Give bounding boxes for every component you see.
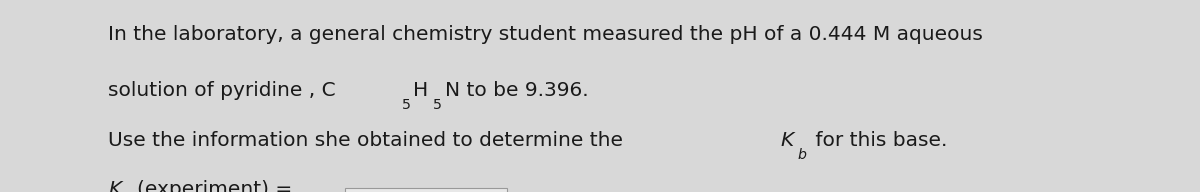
Text: In the laboratory, a general chemistry student measured the pH of a 0.444 M aque: In the laboratory, a general chemistry s…: [108, 25, 983, 44]
Text: 5: 5: [433, 98, 442, 112]
Text: N to be 9.396.: N to be 9.396.: [445, 81, 588, 100]
Text: H: H: [413, 81, 428, 100]
Text: K: K: [781, 131, 794, 150]
Text: for this base.: for this base.: [810, 131, 948, 150]
Text: K: K: [108, 180, 121, 192]
Text: solution of pyridine , C: solution of pyridine , C: [108, 81, 336, 100]
Text: Use the information she obtained to determine the: Use the information she obtained to dete…: [108, 131, 629, 150]
Text: b: b: [798, 148, 806, 162]
Text: 5: 5: [402, 98, 410, 112]
Text: (experiment) =: (experiment) =: [137, 180, 299, 192]
FancyBboxPatch shape: [346, 188, 508, 192]
